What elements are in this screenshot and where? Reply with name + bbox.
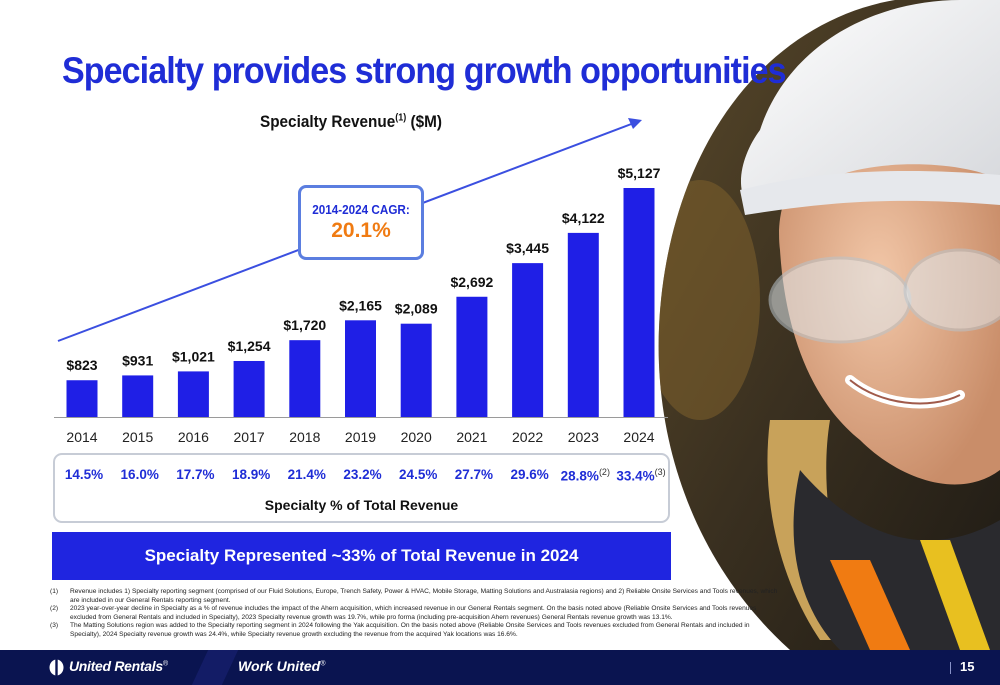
tagline-registered-mark: ® [320,660,326,668]
percent-value-2024: 33.4%(3) [606,467,676,484]
x-tick-label-2023: 2023 [568,429,599,445]
percent-value-2018: 21.4% [272,467,342,482]
footnote-text: The Matting Solutions region was added t… [70,622,750,638]
footer-logo-area: United Rentals® [0,650,215,685]
percent-text: 17.7% [176,467,215,482]
value-label-2018: $1,720 [283,317,326,333]
page-number-separator [950,662,951,674]
bar-2017 [233,360,265,417]
value-label-2014: $823 [66,357,97,373]
percent-text: 28.8% [560,468,599,484]
cagr-label: 2014-2024 CAGR: [312,202,410,217]
percent-text: 14.5% [64,467,104,482]
summary-banner: Specialty Represented ~33% of Total Reve… [52,532,671,580]
percent-caption: Specialty % of Total Revenue [264,497,459,513]
x-tick-label-2016: 2016 [178,429,209,445]
trend-arrow-head [628,118,642,129]
x-tick-label-2022: 2022 [512,429,543,445]
footer-bar: United Rentals® Work United® 15 [0,650,1000,685]
footnotes: (1) Revenue includes 1) Specialty report… [50,588,780,640]
footnote-number: (2) [50,605,59,613]
value-label-2021: $2,692 [450,274,493,290]
bar-2014 [66,380,98,417]
percent-value-2019: 23.2% [328,467,398,482]
percent-text: 27.7% [454,467,494,482]
percent-value-2022: 29.6% [495,467,565,482]
percent-value-2014: 14.5% [49,467,119,482]
percent-text: 18.9% [231,467,271,482]
bar-2016 [177,371,209,417]
percent-footnote-ref: (3) [654,467,666,477]
chart-title-unit: ($M) [410,112,442,131]
united-rentals-logo-icon [49,659,64,676]
bar-2024 [623,188,655,417]
bar-2021 [456,296,488,417]
x-tick-label-2017: 2017 [234,429,265,445]
percent-row: 14.5% 16.0% 17.7% 18.9% 21.4% 23.2% 24.5% 27.7%… [55,467,668,487]
x-tick-label-2015: 2015 [122,429,153,445]
footer-tagline: Work United® [238,658,325,674]
cagr-value: 20.1% [331,219,391,242]
chart-title-footnote-ref: (1) [395,112,407,124]
bar-2019 [345,320,376,417]
footnote-number: (3) [50,622,59,630]
specialty-percent-panel: 14.5% 16.0% 17.7% 18.9% 21.4% 23.2% 24.5% 27.7%… [53,453,670,523]
percent-value-2015: 16.0% [105,467,175,482]
bar-2022 [512,263,544,417]
value-label-2016: $1,021 [172,348,215,364]
percent-text: 21.4% [287,467,326,482]
value-label-2019: $2,165 [339,297,382,313]
footnote-number: (1) [50,588,59,595]
value-label-2020: $2,089 [395,301,438,317]
bar-2015 [122,375,154,417]
x-tick-label-2019: 2019 [345,429,376,445]
value-label-2023: $4,122 [562,210,605,226]
logo-registered-mark: ® [162,660,168,668]
x-tick-label-2014: 2014 [66,429,97,445]
footnote-text: 2023 year-over-year decline in Specialty… [70,605,757,621]
tagline-text: Work United [238,658,321,674]
percent-text: 29.6% [510,467,549,482]
percent-text: 16.0% [120,467,159,482]
bar-2023 [567,232,599,417]
footnote-2: (2) 2023 year-over-year decline in Speci… [50,605,780,622]
value-label-2022: $3,445 [506,240,549,256]
percent-text: 23.2% [343,467,382,482]
cagr-callout: 2014-2024 CAGR: 20.1% [298,185,424,260]
percent-value-2023: 28.8%(2) [550,467,620,484]
x-tick-label-2018: 2018 [289,429,320,445]
revenue-bar-chart: $823 $931 $1,021 $1,254 $1,720 $2,165 $2,089 $2… [54,118,668,445]
page-number: 15 [960,659,975,674]
bar-2018 [289,340,321,417]
footnote-1: (1) Revenue includes 1) Specialty report… [50,588,780,605]
percent-footnote-ref: (2) [598,467,610,477]
chart-title-text: Specialty Revenue [260,112,396,131]
percent-value-2020: 24.5% [383,467,453,482]
percent-text: 24.5% [399,467,438,482]
value-label-2015: $931 [122,352,153,368]
value-label-2017: $1,254 [228,338,271,354]
footnote-3: (3) The Matting Solutions region was add… [50,622,780,639]
percent-text: 33.4% [616,468,655,484]
percent-value-2016: 17.7% [160,467,230,482]
x-tick-label-2021: 2021 [456,429,487,445]
percent-value-2021: 27.7% [439,467,509,482]
percent-value-2017: 18.9% [216,467,286,482]
x-tick-label-2020: 2020 [401,429,432,445]
bar-2020 [400,323,432,417]
chart-title: Specialty Revenue(1) ($M) [260,112,442,132]
company-logo-text: United Rentals® [69,658,168,674]
footnote-text: Revenue includes 1) Specialty reporting … [70,588,778,604]
slide-title: Specialty provides strong growth opportu… [62,50,787,91]
x-tick-label-2024: 2024 [623,429,654,445]
logo-name: United Rentals [69,658,163,674]
value-label-2024: $5,127 [618,165,661,181]
